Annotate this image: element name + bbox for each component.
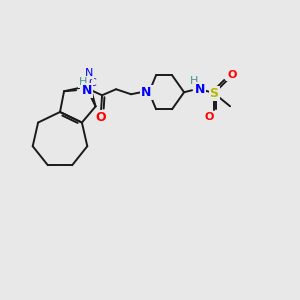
- Text: H: H: [190, 76, 198, 86]
- Text: N: N: [85, 68, 94, 78]
- Text: N: N: [141, 86, 151, 99]
- Text: C: C: [88, 78, 96, 88]
- Text: N: N: [82, 84, 92, 97]
- Text: N: N: [195, 83, 205, 96]
- Text: O: O: [96, 111, 106, 124]
- Text: N: N: [142, 86, 152, 99]
- Text: H: H: [79, 77, 87, 87]
- Text: S: S: [210, 87, 219, 100]
- Text: O: O: [227, 70, 237, 80]
- Text: S: S: [81, 80, 90, 93]
- Text: O: O: [204, 112, 214, 122]
